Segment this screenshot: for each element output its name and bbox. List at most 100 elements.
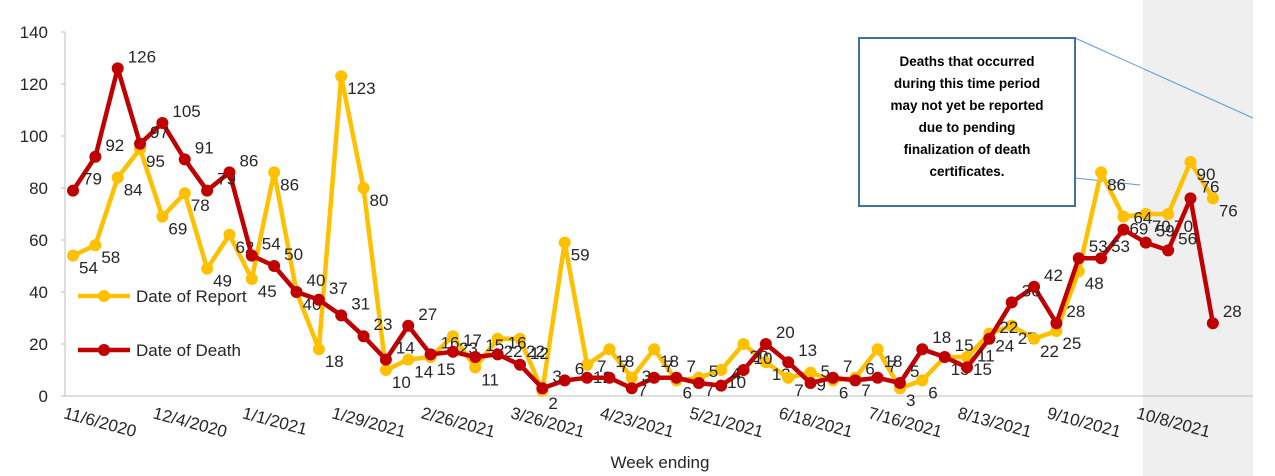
data-label: 18 — [884, 352, 903, 371]
data-label: 54 — [262, 235, 281, 254]
data-point — [514, 358, 526, 371]
data-label: 20 — [776, 323, 795, 342]
data-label: 105 — [172, 102, 200, 121]
data-point — [603, 343, 616, 356]
data-label: 123 — [347, 79, 375, 98]
data-label: 28 — [1223, 302, 1242, 321]
legend-marker — [98, 344, 110, 356]
data-label: 76 — [1219, 201, 1238, 220]
data-label: 3 — [552, 367, 561, 386]
x-tick-label: 6/18/2021 — [777, 404, 855, 442]
data-point — [1139, 236, 1152, 249]
data-point — [402, 353, 415, 366]
data-point — [670, 371, 683, 384]
legend-marker — [98, 290, 110, 302]
data-label: 14 — [414, 363, 433, 382]
data-label: 15 — [973, 360, 992, 379]
data-label: 7 — [843, 357, 852, 376]
data-label: 22 — [1040, 342, 1059, 361]
data-point — [67, 184, 79, 197]
legend-label: Date of Report — [136, 287, 247, 306]
series-line — [71, 66, 1216, 391]
data-label: 54 — [79, 259, 98, 278]
data-label: 45 — [258, 282, 277, 301]
data-label: 22 — [526, 342, 545, 361]
x-tick-label: 2/26/2021 — [419, 404, 497, 442]
data-label: 14 — [396, 339, 415, 358]
data-point — [1162, 244, 1175, 257]
data-point — [1139, 208, 1152, 220]
data-label: 86 — [280, 175, 299, 194]
data-point — [335, 309, 348, 322]
data-label: 53 — [1111, 237, 1130, 256]
data-point — [312, 343, 325, 356]
data-point — [983, 332, 996, 345]
data-point — [1072, 252, 1085, 265]
data-label: 3 — [906, 391, 915, 410]
data-point — [223, 228, 236, 241]
data-point — [245, 249, 258, 262]
data-point — [1005, 319, 1018, 332]
data-label: 92 — [105, 136, 124, 155]
data-point — [156, 210, 169, 223]
data-point — [1028, 280, 1041, 293]
data-point — [67, 249, 79, 262]
y-tick-label: 140 — [20, 23, 48, 42]
data-point — [89, 239, 102, 252]
data-point — [201, 262, 214, 275]
data-point — [826, 371, 839, 384]
data-label: 7 — [686, 357, 695, 376]
data-label: 7 — [861, 381, 870, 400]
data-label: 86 — [1107, 175, 1126, 194]
data-point — [379, 364, 392, 376]
x-tick-label: 1/29/2021 — [330, 404, 408, 442]
data-point — [603, 371, 616, 384]
data-point — [156, 117, 169, 129]
y-tick-label: 100 — [20, 127, 48, 146]
data-point — [871, 343, 884, 356]
data-point — [782, 356, 795, 369]
data-label: 86 — [239, 151, 258, 170]
data-label: 15 — [437, 360, 456, 379]
data-label: 69 — [168, 220, 187, 239]
y-tick-label: 40 — [29, 283, 48, 302]
data-label: 4 — [731, 365, 740, 384]
x-tick-label: 4/23/2021 — [598, 404, 676, 442]
x-tick-label: 12/4/2020 — [151, 404, 229, 442]
data-label: 7 — [888, 357, 897, 376]
data-point — [223, 166, 236, 179]
data-label: 7 — [794, 381, 803, 400]
data-label: 78 — [191, 196, 210, 215]
data-point — [268, 260, 281, 272]
data-point — [491, 332, 504, 345]
y-tick-label: 80 — [29, 179, 48, 198]
data-point — [558, 236, 571, 249]
data-point — [558, 374, 571, 387]
data-label: 12 — [530, 344, 549, 363]
data-label: 11 — [977, 346, 995, 365]
data-label: 53 — [1089, 237, 1108, 256]
data-point — [1206, 192, 1219, 205]
data-label: 49 — [213, 272, 232, 291]
data-point — [938, 351, 951, 363]
data-point — [111, 62, 124, 75]
data-point — [424, 348, 437, 361]
data-label: 5 — [910, 362, 919, 381]
data-label: 40 — [307, 271, 326, 290]
x-axis-title: Week ending — [611, 453, 710, 472]
data-point — [491, 348, 504, 361]
data-label: 18 — [615, 352, 634, 371]
series-line — [72, 73, 1215, 394]
data-label: 13 — [798, 341, 817, 360]
annotation: Deaths that occurred during this time per… — [890, 54, 1043, 179]
data-label: 48 — [1085, 274, 1104, 293]
data-label: 7 — [619, 357, 628, 376]
x-tick-label: 11/6/2020 — [62, 404, 139, 442]
data-point — [134, 137, 147, 150]
data-point — [737, 338, 750, 350]
data-label: 126 — [128, 47, 156, 66]
data-point — [1162, 208, 1175, 220]
data-label: 22 — [999, 318, 1018, 337]
data-point — [871, 371, 884, 384]
y-tick-label: 60 — [29, 231, 48, 250]
